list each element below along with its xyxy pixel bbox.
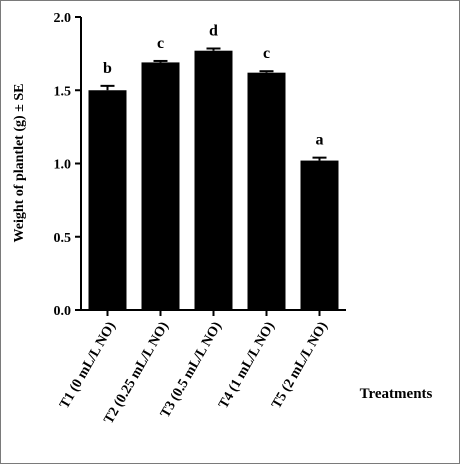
x-tick-label: T5 (2 mL/L NO) <box>269 319 331 411</box>
bar <box>141 62 180 310</box>
bars: b c d c a <box>88 22 339 310</box>
significance-letter: b <box>103 60 112 77</box>
significance-letter: c <box>157 35 164 52</box>
bar <box>88 90 127 310</box>
y-tick-label: 0.5 <box>54 231 72 246</box>
y-tick-label: 1.0 <box>54 158 72 173</box>
y-axis-label: Weight of plantlet (g) ± SE <box>12 84 27 243</box>
bar <box>247 72 286 310</box>
x-axis-label: Treatments <box>360 386 433 402</box>
significance-letter: a <box>316 132 324 149</box>
significance-letter: d <box>209 22 218 39</box>
y-tick-label: 0.0 <box>54 304 72 319</box>
y-tick-label: 2.0 <box>54 11 72 26</box>
bar <box>194 50 233 310</box>
y-tick-label: 1.5 <box>54 84 72 99</box>
x-tick-label: T3 (0.5 mL/L NO) <box>158 319 225 420</box>
x-tick-label: T1 (0 mL/L NO) <box>57 319 119 411</box>
significance-letter: c <box>263 45 270 62</box>
x-tick-label: T4 (1 mL/L NO) <box>216 319 278 411</box>
bar <box>300 160 339 310</box>
